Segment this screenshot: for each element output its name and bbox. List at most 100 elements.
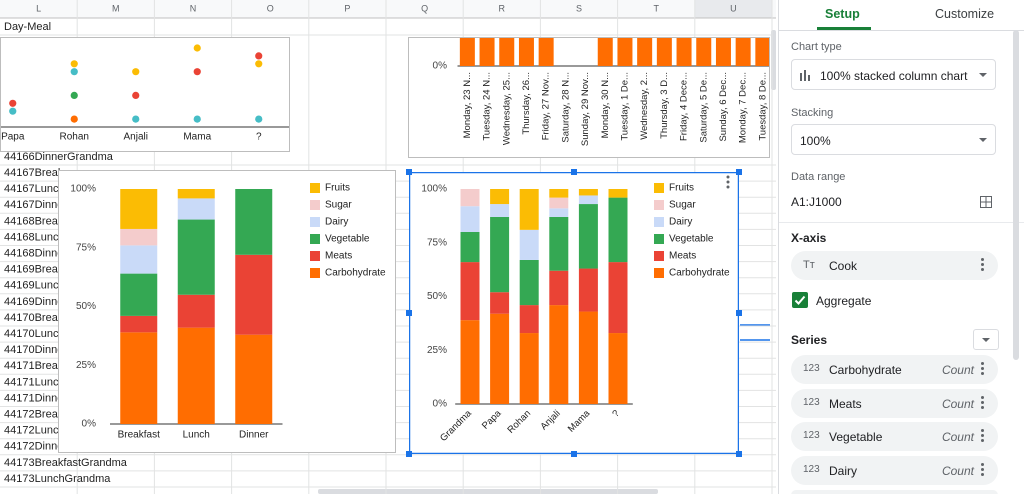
cell[interactable]: 44172Lunch — [4, 425, 65, 437]
tab-indicator — [817, 27, 871, 30]
x-axis-item[interactable]: Tт Cook — [791, 251, 998, 280]
series-dropdown[interactable] — [973, 329, 999, 350]
tab[interactable]: Setup — [825, 7, 860, 21]
cell[interactable]: 44167Break — [4, 167, 64, 179]
more-menu[interactable] — [981, 258, 984, 273]
cell[interactable]: 44173BreakfastGrandma — [4, 457, 128, 469]
aggregate[interactable]: Count — [941, 396, 974, 411]
type-icon: 123 — [803, 363, 820, 374]
x-tick-label: Monday, 23 N... — [462, 72, 473, 138]
x-tick-label: Dinner — [239, 430, 269, 441]
x-tick-label: Tuesday, 24 N... — [482, 72, 493, 141]
series-item[interactable]: 123 Vegetable Count — [791, 422, 998, 452]
point — [193, 44, 201, 52]
more-menu[interactable] — [981, 395, 984, 411]
more-menu[interactable] — [981, 362, 984, 377]
x-tick-label: Friday, 27 Nov... — [541, 72, 552, 140]
cell[interactable]: 44166DinnerGrandma — [4, 151, 114, 163]
aggregate[interactable]: Count — [941, 463, 974, 478]
chart[interactable]: 0% Monday, 23 N... Tuesday, 24 N... Wednesd… — [408, 0, 773, 158]
cell[interactable]: 44167Lunch — [4, 183, 65, 195]
cell[interactable]: 44169Lunch — [4, 280, 65, 292]
cell[interactable]: 44172Break — [4, 409, 64, 421]
series-item[interactable]: 123 Carbohydrate Count — [791, 355, 998, 384]
divider — [779, 222, 1024, 223]
legend-label: Fruits — [669, 183, 694, 194]
cell[interactable]: 44173LunchGrandma — [4, 473, 111, 485]
cell[interactable]: 44170Dinne — [4, 344, 63, 356]
series-item[interactable]: 123 Dairy Count — [791, 455, 998, 485]
resize-handle[interactable] — [736, 310, 742, 316]
scrollbar[interactable] — [318, 489, 658, 494]
dropdown[interactable]: 100% stacked column chart — [791, 59, 996, 90]
bar-segment — [460, 189, 480, 207]
cell[interactable]: 44170Lunch — [4, 328, 65, 340]
y-tick-label: 0% — [82, 419, 97, 430]
cell[interactable]: 44170Break — [4, 312, 64, 324]
chart-border — [408, 37, 770, 158]
aggregate[interactable]: Count — [941, 363, 974, 377]
menu-dot[interactable] — [726, 175, 730, 179]
bar-segment — [490, 313, 510, 404]
checkbox[interactable] — [792, 292, 808, 308]
series-name: Meats — [829, 396, 862, 411]
point — [193, 68, 201, 76]
cell[interactable]: 44168Lunch — [4, 231, 65, 243]
cell[interactable]: 44168Break — [4, 215, 64, 227]
resize-handle[interactable] — [736, 169, 742, 175]
menu-dot[interactable] — [726, 180, 730, 184]
checkbox-box — [792, 292, 808, 308]
bar-segment — [578, 268, 598, 312]
aggregate[interactable]: Count — [941, 430, 974, 445]
legend-label: Meats — [325, 251, 352, 262]
grid-icon[interactable] — [980, 196, 992, 208]
resize-handle[interactable] — [406, 451, 412, 457]
bar-segment — [519, 259, 539, 306]
point — [132, 115, 140, 123]
menu-dot[interactable] — [726, 185, 730, 189]
scrollbar[interactable] — [1013, 30, 1019, 360]
x-tick-label: Rohan — [60, 132, 89, 143]
series-item[interactable]: 123 Meats Count — [791, 388, 998, 418]
legend-label: Meats — [669, 251, 696, 262]
column-header: P — [344, 3, 350, 13]
cell[interactable]: 44167Dinne — [4, 199, 63, 211]
chart[interactable]: 0% 25% 50% 75% 100% Breakfast Lunch Dinner Carbo… — [58, 170, 396, 453]
data-range[interactable]: A1:J1000 — [791, 195, 842, 209]
series-item[interactable] — [791, 490, 998, 494]
chart[interactable]: Papa Rohan Anjali Mama? — [0, 37, 290, 152]
cell[interactable]: 44171Lunch — [4, 376, 65, 388]
y-tick-label: 0% — [433, 61, 448, 72]
tab[interactable]: Customize — [935, 7, 995, 21]
column-header: L — [36, 3, 41, 13]
bar-segment — [608, 262, 628, 334]
resize-handle[interactable] — [571, 169, 577, 175]
cell[interactable]: 44172Dinne — [4, 441, 63, 453]
resize-handle[interactable] — [406, 310, 412, 316]
cell[interactable]: Day-Meal — [4, 21, 51, 33]
cell[interactable]: 44169Break — [4, 264, 64, 276]
bar-segment — [608, 197, 628, 263]
legend-label: Sugar — [325, 200, 352, 211]
more-menu[interactable] — [981, 462, 984, 478]
cell[interactable]: 44169Dinne — [4, 296, 63, 308]
point — [70, 60, 78, 68]
resize-handle[interactable] — [571, 451, 577, 457]
bar-segment — [608, 333, 628, 404]
column-header: T — [653, 3, 659, 13]
x-tick-label: Anjali — [124, 132, 148, 143]
chart[interactable]: 0%25%50%75%100%Grandma Papa Rohan Anjali Mam… — [409, 172, 739, 454]
x-tick-label: Wednesday, 2... — [639, 72, 650, 140]
resize-handle[interactable] — [406, 169, 412, 175]
cell[interactable]: 44168Dinne — [4, 248, 63, 260]
cell[interactable]: 44171Break — [4, 360, 64, 372]
bar-segment — [177, 189, 215, 199]
resize-handle[interactable] — [736, 451, 742, 457]
bar-segment — [120, 315, 158, 333]
bar-segment — [460, 320, 480, 404]
more-menu[interactable] — [981, 429, 984, 444]
dropdown[interactable]: 100% — [791, 124, 996, 155]
point — [132, 91, 140, 99]
cell[interactable]: 44171Dinne — [4, 392, 63, 404]
